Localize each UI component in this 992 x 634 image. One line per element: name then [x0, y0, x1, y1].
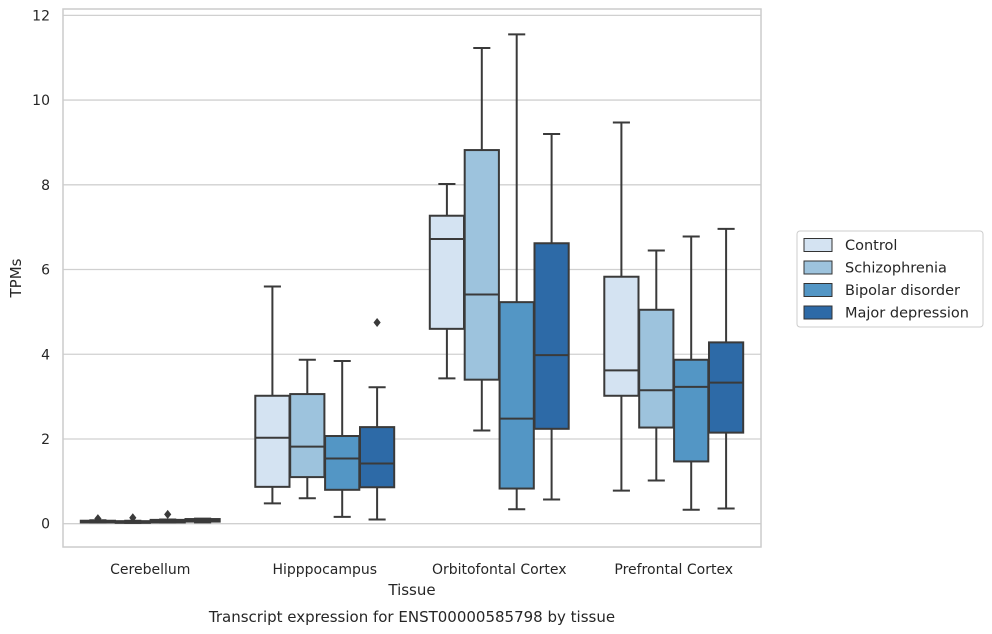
iqr-box: [324, 435, 361, 491]
x-tick-label: Hipppocampus: [272, 562, 377, 578]
iqr-box: [707, 341, 745, 434]
plot-area-frame: [62, 8, 762, 548]
iqr-box: [289, 393, 326, 479]
legend-label: Control: [845, 238, 897, 254]
iqr-box: [603, 275, 640, 397]
box-plot: [79, 514, 117, 524]
box-plot: [673, 235, 710, 511]
y-tick-label: 2: [41, 432, 50, 448]
box-plot: [114, 513, 151, 524]
legend-label: Schizophrenia: [845, 261, 947, 277]
x-tick-label: Orbitofontal Cortex: [432, 562, 567, 578]
legend-swatch: [803, 305, 833, 320]
box-plot: [463, 46, 500, 432]
box-plot: [603, 121, 640, 492]
y-tick-label: 10: [32, 93, 50, 109]
iqr-box: [638, 308, 675, 429]
iqr-box: [358, 426, 396, 489]
iqr-box: [498, 301, 535, 490]
outlier-point: [164, 509, 172, 519]
legend: Control Schizophrenia Bipolar disorder Majo…: [796, 230, 984, 328]
iqr-box: [463, 149, 500, 381]
box-series: [79, 33, 745, 524]
series-schizophrenia: [114, 46, 675, 524]
legend-frame: [796, 230, 984, 328]
legend-label: Bipolar disorder: [845, 283, 960, 299]
legend-label: Major depression: [845, 306, 969, 322]
gridlines: [63, 14, 761, 525]
box-plot: [707, 227, 745, 510]
series-major-depression: [184, 132, 745, 524]
y-tick-label: 12: [32, 8, 50, 24]
iqr-box: [428, 214, 466, 330]
x-tick-label: Prefrontal Cortex: [614, 562, 733, 578]
y-tick-label: 4: [41, 347, 50, 363]
y-tick-label: 0: [41, 517, 50, 533]
iqr-box: [533, 242, 570, 430]
box-plot: [254, 285, 291, 505]
iqr-box: [254, 394, 291, 488]
y-axis-title: TPMs: [7, 258, 25, 298]
box-plot: [533, 132, 570, 501]
legend-swatch: [803, 283, 833, 297]
x-tick-labels: Cerebellum Hipppocampus Orbitofontal Corte…: [110, 562, 733, 578]
box-plot: [498, 33, 535, 511]
outlier-point: [94, 514, 102, 524]
box-plot: [289, 358, 326, 500]
series-control: [79, 121, 640, 524]
box-plot: [358, 317, 396, 521]
iqr-box: [673, 358, 710, 463]
y-tick-label: 8: [41, 178, 50, 194]
x-tick-label: Cerebellum: [110, 562, 190, 578]
box-plot: [638, 249, 675, 482]
outlier-point: [373, 317, 381, 327]
x-axis-title: Tissue: [387, 581, 435, 599]
chart-caption: Transcript expression for ENST0000058579…: [208, 608, 615, 626]
box-plot: [324, 360, 361, 518]
y-tick-label: 6: [41, 263, 50, 279]
box-plot: [149, 509, 186, 524]
legend-swatch: [803, 260, 833, 275]
outlier-point: [129, 513, 137, 523]
y-tick-labels: 0 2 4 6 8 10 12: [32, 8, 50, 532]
legend-swatch: [803, 238, 833, 252]
box-plot: [428, 182, 466, 380]
box-plot: [184, 517, 221, 524]
